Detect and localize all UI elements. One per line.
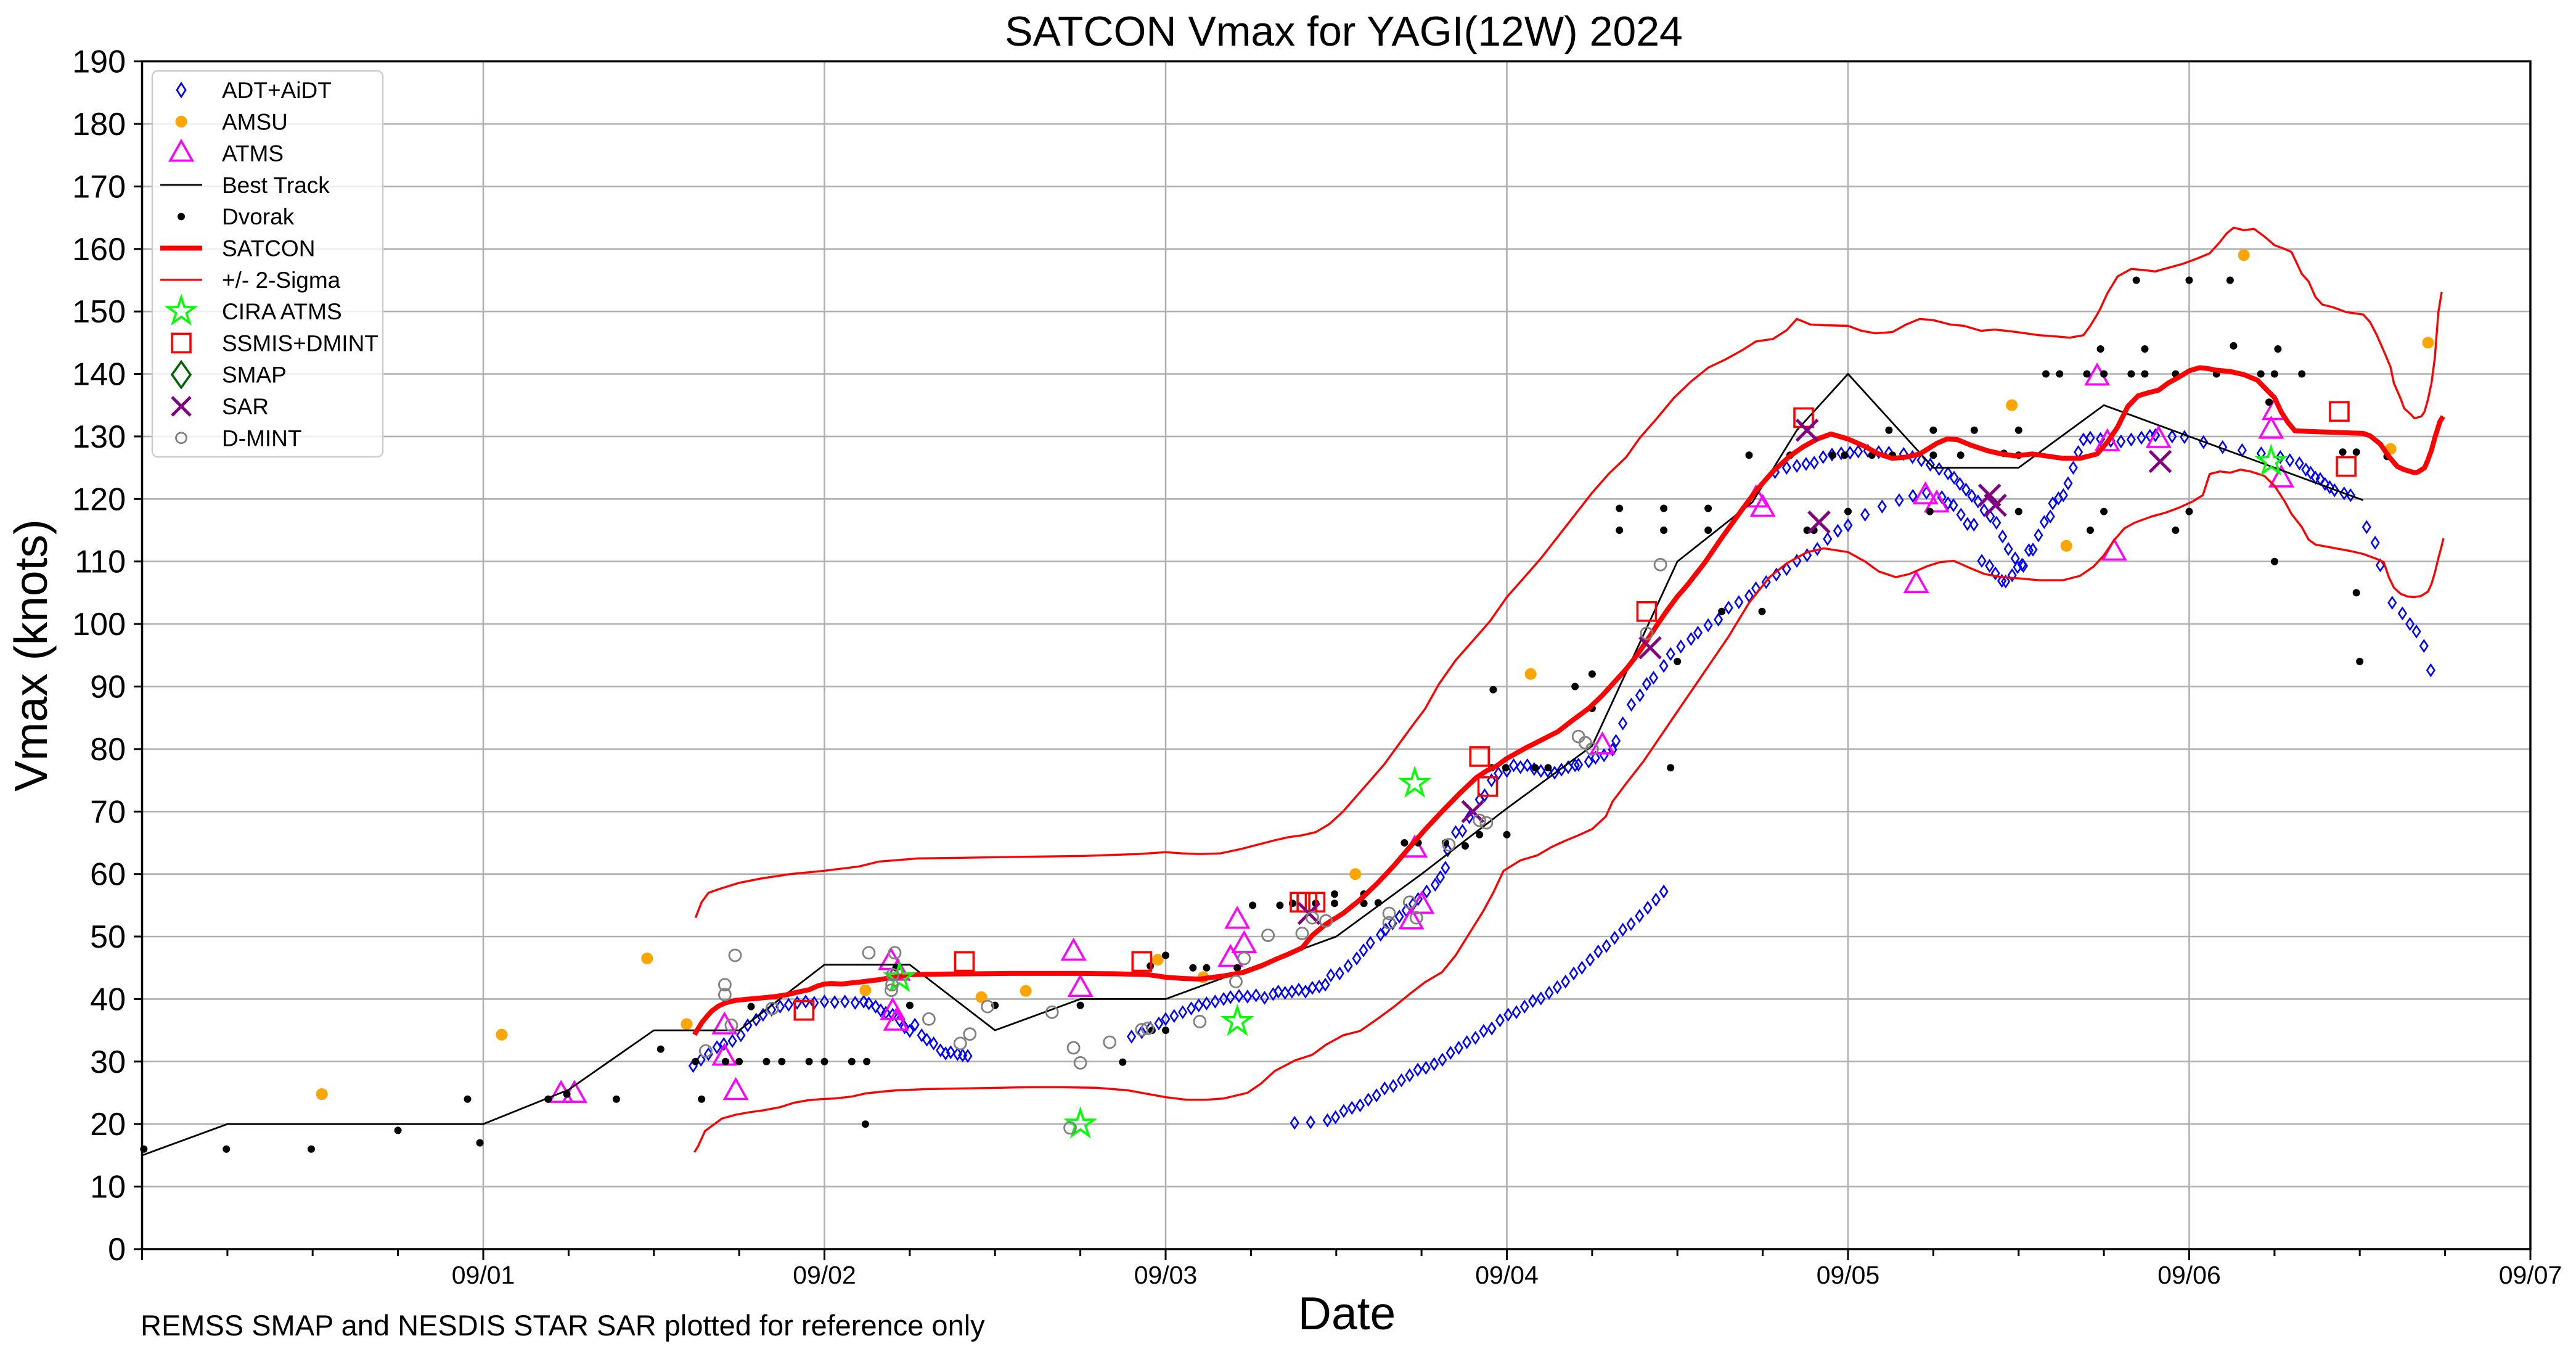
svg-text:CIRA ATMS: CIRA ATMS bbox=[222, 299, 342, 324]
svg-text:10: 10 bbox=[90, 1170, 126, 1205]
svg-text:Date: Date bbox=[1298, 1287, 1396, 1339]
svg-text:110: 110 bbox=[75, 544, 126, 580]
svg-text:09/07: 09/07 bbox=[2499, 1261, 2562, 1289]
svg-text:30: 30 bbox=[90, 1044, 126, 1080]
svg-text:09/06: 09/06 bbox=[2157, 1261, 2221, 1289]
svg-text:+/- 2-Sigma: +/- 2-Sigma bbox=[222, 268, 341, 293]
svg-text:SAR: SAR bbox=[222, 394, 269, 419]
svg-text:100: 100 bbox=[72, 607, 126, 642]
svg-text:SATCON: SATCON bbox=[222, 236, 315, 261]
svg-text:SATCON Vmax for YAGI(12W) 2024: SATCON Vmax for YAGI(12W) 2024 bbox=[1005, 8, 1683, 55]
svg-text:0: 0 bbox=[108, 1232, 126, 1268]
svg-text:09/01: 09/01 bbox=[452, 1261, 515, 1289]
svg-text:Vmax (knots): Vmax (knots) bbox=[5, 519, 57, 792]
svg-text:09/04: 09/04 bbox=[1475, 1261, 1539, 1289]
svg-text:180: 180 bbox=[72, 107, 126, 142]
svg-text:AMSU: AMSU bbox=[222, 109, 288, 134]
svg-text:140: 140 bbox=[72, 357, 126, 393]
svg-text:170: 170 bbox=[72, 169, 126, 205]
svg-text:130: 130 bbox=[72, 419, 126, 455]
svg-text:160: 160 bbox=[72, 232, 126, 268]
svg-text:09/03: 09/03 bbox=[1134, 1261, 1198, 1289]
svg-text:ADT+AiDT: ADT+AiDT bbox=[222, 78, 332, 103]
svg-text:09/02: 09/02 bbox=[793, 1261, 856, 1289]
svg-text:09/05: 09/05 bbox=[1817, 1261, 1880, 1289]
svg-text:REMSS SMAP and NESDIS STAR SAR: REMSS SMAP and NESDIS STAR SAR plotted f… bbox=[141, 1309, 985, 1342]
svg-text:SMAP: SMAP bbox=[222, 363, 287, 388]
svg-text:20: 20 bbox=[90, 1107, 126, 1142]
svg-text:ATMS: ATMS bbox=[222, 141, 284, 166]
svg-text:70: 70 bbox=[90, 794, 126, 830]
svg-text:150: 150 bbox=[72, 294, 126, 330]
svg-text:Best Track: Best Track bbox=[222, 173, 330, 198]
svg-text:50: 50 bbox=[90, 919, 126, 955]
svg-text:90: 90 bbox=[90, 670, 126, 705]
svg-text:190: 190 bbox=[72, 44, 126, 80]
svg-text:80: 80 bbox=[90, 732, 126, 768]
svg-text:40: 40 bbox=[90, 982, 126, 1017]
svg-text:60: 60 bbox=[90, 857, 126, 893]
svg-text:D-MINT: D-MINT bbox=[222, 425, 301, 451]
svg-text:Dvorak: Dvorak bbox=[222, 204, 295, 229]
svg-text:120: 120 bbox=[72, 482, 126, 517]
svg-text:SSMIS+DMINT: SSMIS+DMINT bbox=[222, 330, 378, 356]
